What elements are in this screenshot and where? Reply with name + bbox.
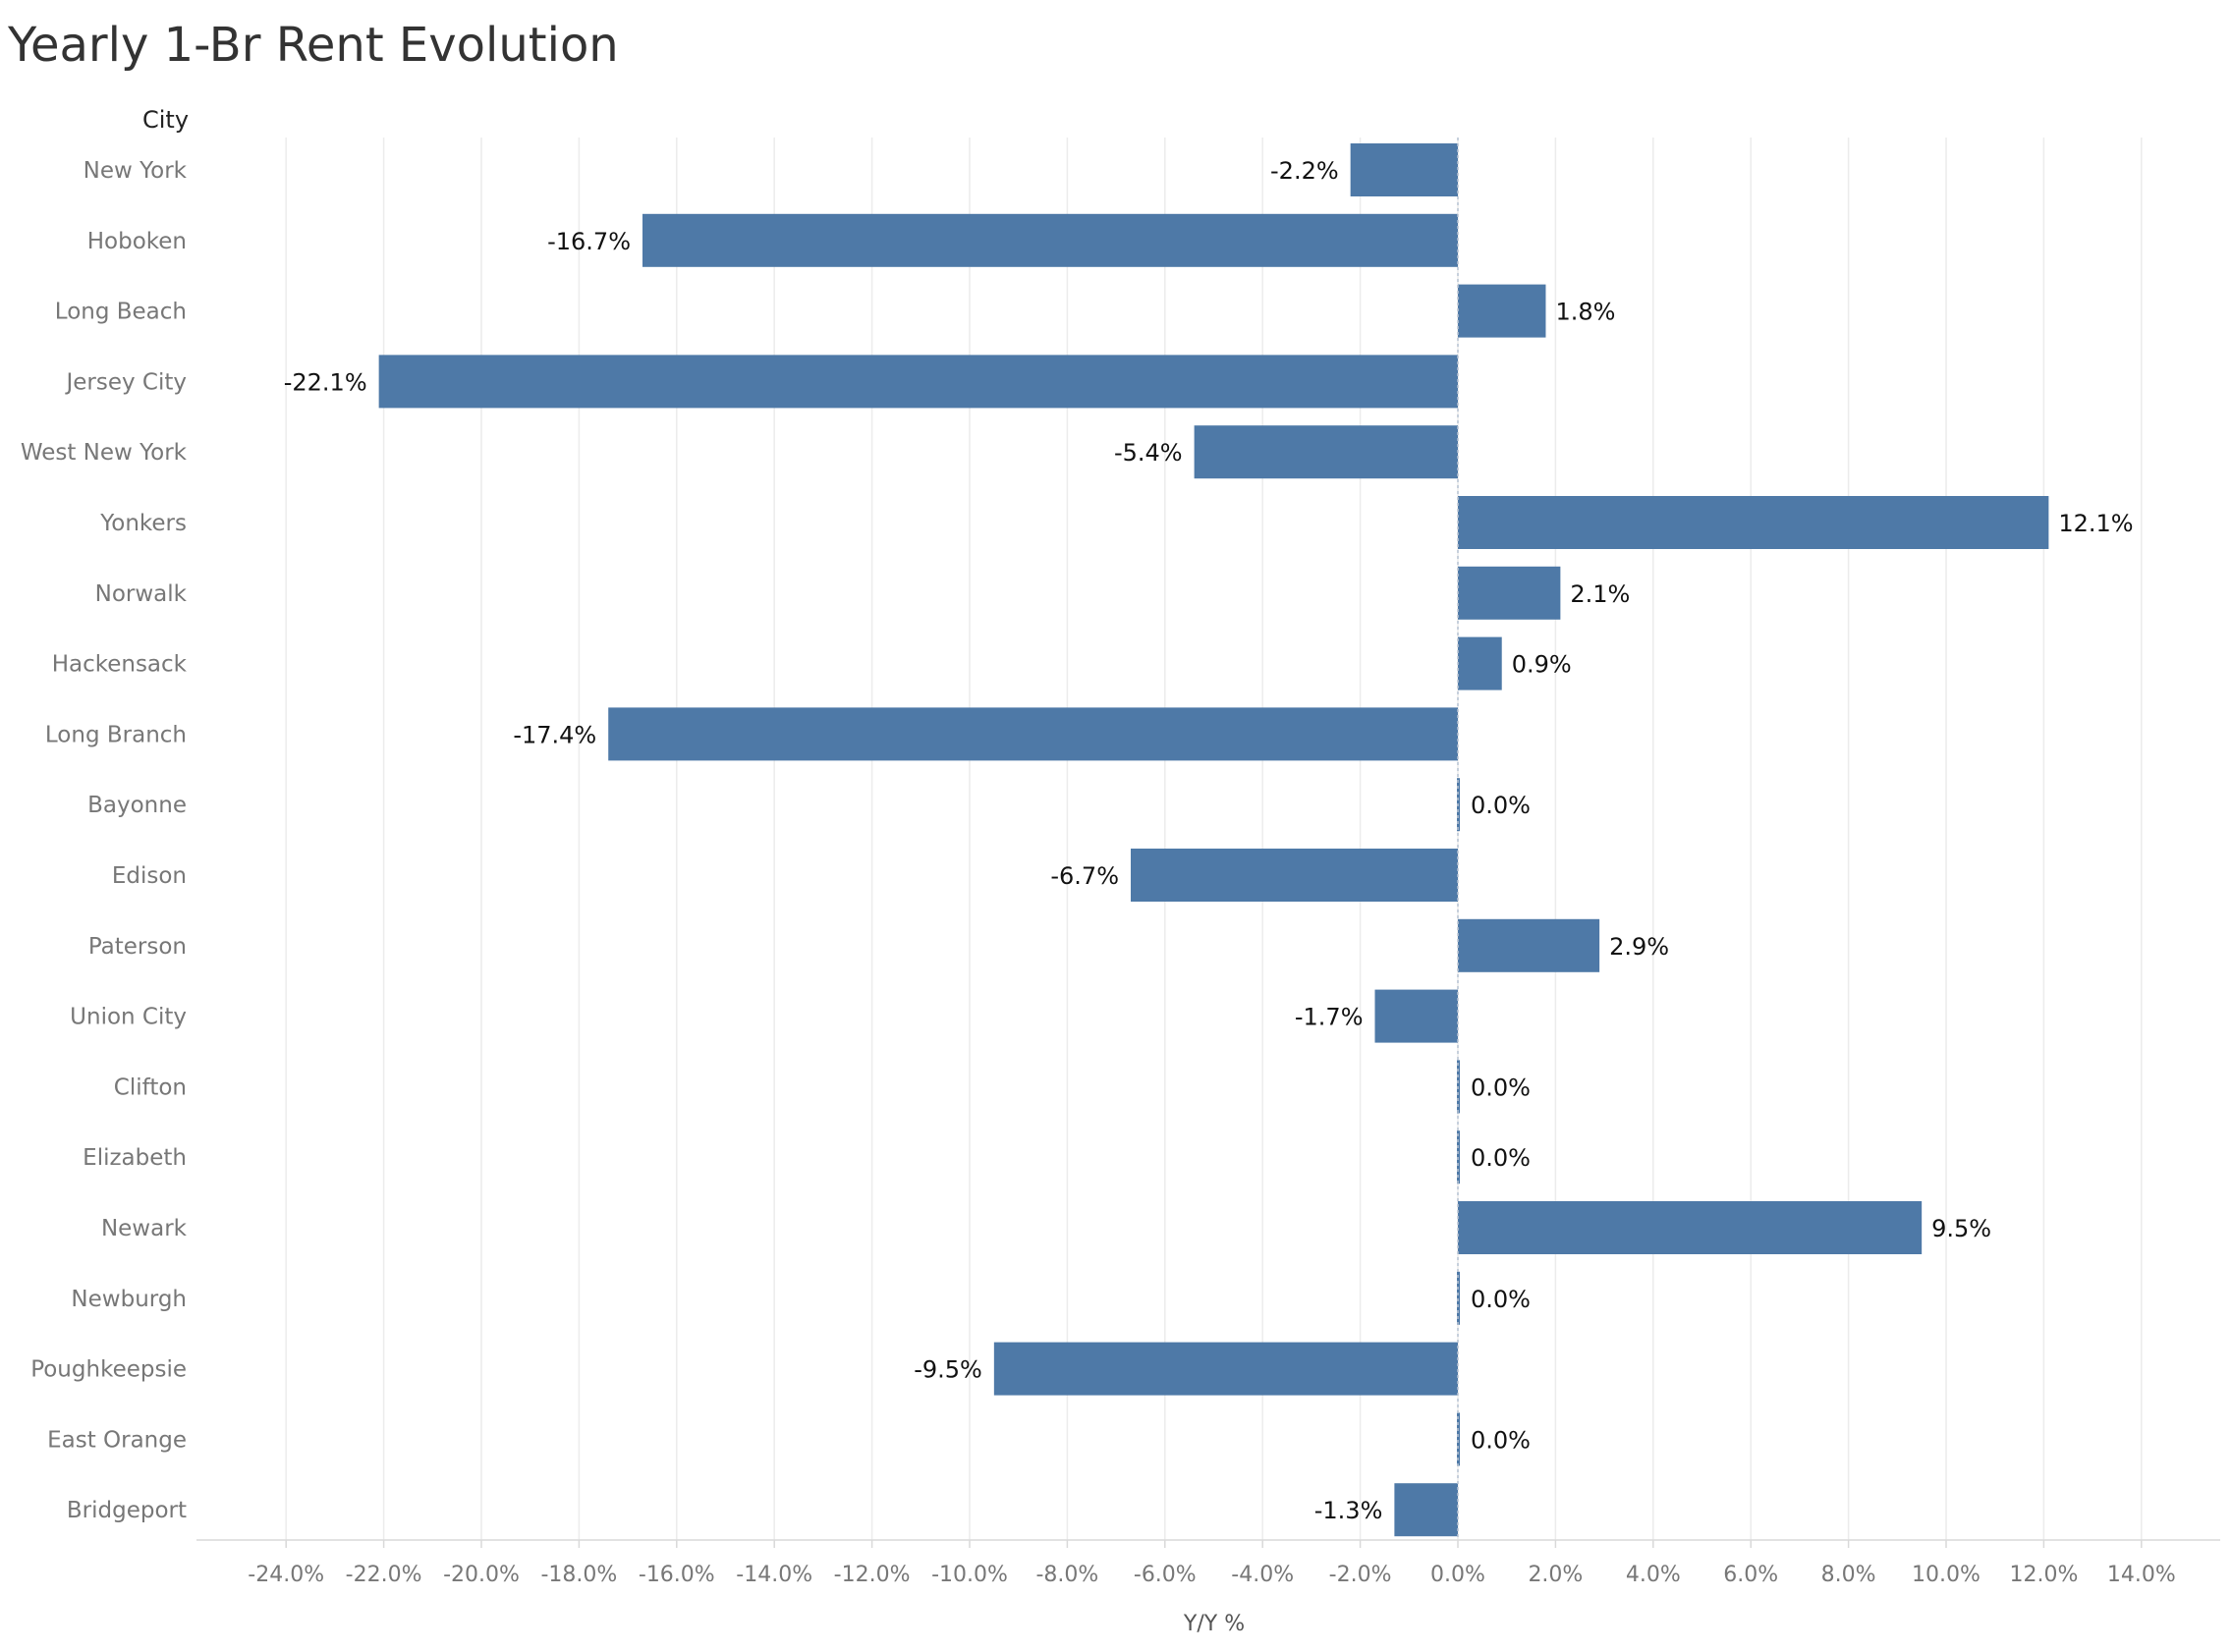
data-label: -9.5% — [914, 1356, 982, 1384]
data-label: 0.0% — [1471, 1074, 1531, 1101]
x-tick-label: -10.0% — [931, 1563, 1008, 1587]
x-tick-label: 10.0% — [1912, 1563, 1981, 1587]
bar — [1457, 1412, 1460, 1466]
x-axis-title: Y/Y % — [1183, 1612, 1245, 1636]
bar — [1457, 1271, 1460, 1325]
x-tick-label: 6.0% — [1723, 1563, 1778, 1587]
bar — [1458, 918, 1600, 972]
category-label: Hackensack — [52, 652, 188, 678]
x-tick-label: -2.0% — [1329, 1563, 1392, 1587]
category-label: East Orange — [47, 1427, 187, 1453]
bar — [378, 355, 1458, 409]
category-label: Bridgeport — [67, 1498, 187, 1523]
data-label: 1.8% — [1555, 299, 1615, 326]
data-label: 2.9% — [1609, 933, 1669, 961]
x-tick-label: 8.0% — [1821, 1563, 1876, 1587]
bar — [1458, 636, 1502, 690]
category-label: Elizabeth — [83, 1145, 187, 1171]
bar — [1458, 566, 1561, 620]
bar — [1458, 496, 2049, 549]
x-tick-label: -22.0% — [346, 1563, 422, 1587]
data-label: -2.2% — [1270, 157, 1339, 185]
data-label: -1.3% — [1314, 1497, 1383, 1524]
data-label: -16.7% — [547, 228, 631, 255]
category-label: Norwalk — [95, 581, 188, 607]
bar — [1131, 849, 1458, 902]
x-tick-label: -18.0% — [540, 1563, 617, 1587]
bar — [1194, 425, 1458, 479]
category-label: Bayonne — [87, 793, 187, 818]
data-label: -17.4% — [513, 721, 596, 748]
category-label: Newark — [101, 1216, 188, 1241]
x-tick-label: -14.0% — [736, 1563, 812, 1587]
category-labels: New York Hoboken Long Beach Jersey City West… — [21, 158, 188, 1523]
data-label: 9.5% — [1931, 1215, 1991, 1242]
x-tick-label: 14.0% — [2107, 1563, 2176, 1587]
x-tick-label: -24.0% — [248, 1563, 324, 1587]
bar — [1458, 284, 1546, 338]
category-label: Poughkeepsie — [30, 1357, 187, 1383]
grid-lines — [285, 138, 2143, 1540]
data-label: 12.1% — [2058, 510, 2133, 537]
chart-title: Yearly 1-Br Rent Evolution — [8, 18, 619, 73]
bar — [642, 213, 1458, 267]
data-label: 0.0% — [1471, 1426, 1531, 1454]
category-label: Long Beach — [55, 300, 187, 325]
data-label: 0.0% — [1471, 1286, 1531, 1313]
data-label: 0.9% — [1512, 651, 1572, 679]
x-tick-label: 0.0% — [1430, 1563, 1485, 1587]
data-labels: -2.2% -16.7% 1.8% -22.1% -5.4% 12.1% 2.1% 0.9% -… — [284, 157, 2134, 1524]
x-tick-label: 12.0% — [2009, 1563, 2078, 1587]
x-tick-label: -16.0% — [639, 1563, 715, 1587]
x-axis-ticks: -24.0% -22.0% -20.0% -18.0% -16.0% -14.0% -12.… — [248, 1540, 2176, 1587]
bar — [993, 1342, 1458, 1396]
data-label: -6.7% — [1050, 862, 1119, 890]
category-label: Clifton — [114, 1074, 187, 1100]
x-tick-label: -20.0% — [443, 1563, 520, 1587]
category-label: New York — [84, 158, 188, 184]
data-label: 0.0% — [1471, 792, 1531, 819]
x-tick-label: 2.0% — [1528, 1563, 1583, 1587]
category-label: Yonkers — [99, 511, 187, 536]
category-label: Newburgh — [71, 1287, 187, 1312]
category-label: Jersey City — [64, 369, 187, 395]
category-label: Edison — [112, 863, 187, 889]
x-tick-label: -4.0% — [1231, 1563, 1294, 1587]
category-label: West New York — [21, 440, 188, 466]
bar — [1394, 1483, 1458, 1537]
x-tick-label: -8.0% — [1035, 1563, 1098, 1587]
data-label: 0.0% — [1471, 1144, 1531, 1172]
category-axis-header: City — [142, 106, 190, 134]
category-label: Long Branch — [45, 722, 187, 747]
x-tick-label: -6.0% — [1134, 1563, 1197, 1587]
bar — [1374, 989, 1458, 1043]
data-label: -22.1% — [284, 368, 367, 396]
bar — [1458, 1201, 1923, 1254]
x-tick-label: 4.0% — [1626, 1563, 1681, 1587]
x-tick-label: -12.0% — [834, 1563, 911, 1587]
data-label: 2.1% — [1570, 580, 1630, 608]
category-label: Paterson — [88, 934, 187, 960]
bars — [378, 143, 2049, 1537]
category-label: Union City — [70, 1005, 187, 1030]
category-label: Hoboken — [87, 229, 187, 254]
data-label: -1.7% — [1295, 1004, 1364, 1031]
bar — [1350, 143, 1458, 196]
data-label: -5.4% — [1114, 439, 1183, 467]
bar — [608, 707, 1458, 761]
